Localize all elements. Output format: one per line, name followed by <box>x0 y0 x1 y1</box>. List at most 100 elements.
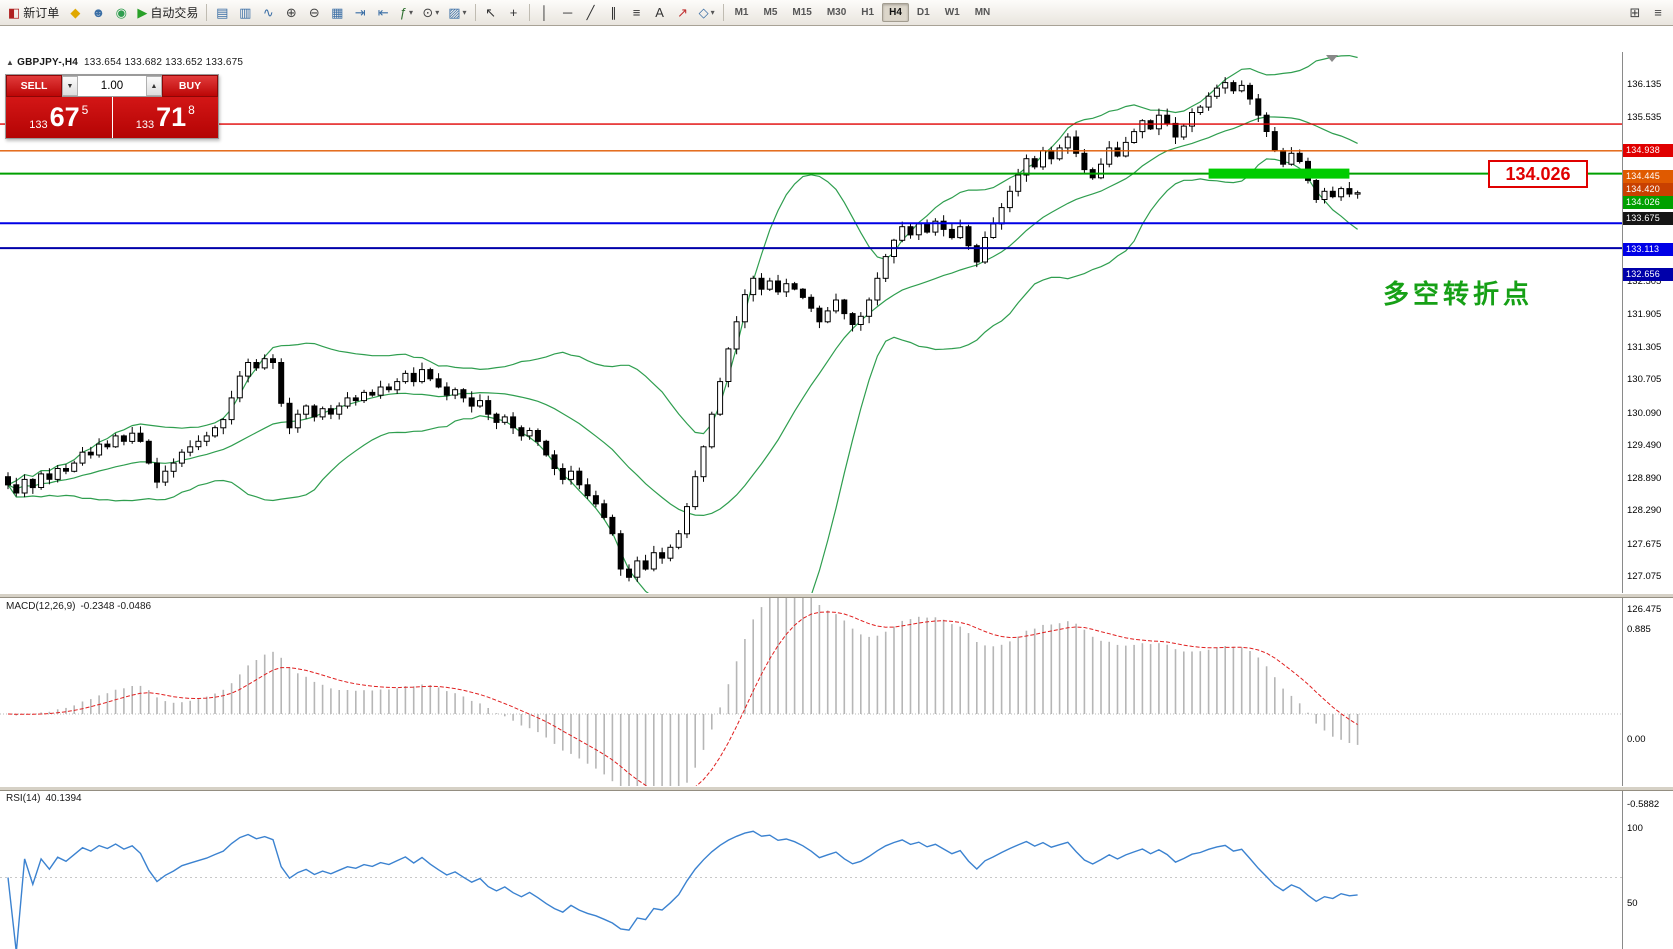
shapes-icon: ◇ <box>698 5 709 20</box>
price-tick: 130.705 <box>1627 374 1662 386</box>
timeframe-w1-button[interactable]: W1 <box>944 7 960 18</box>
vertical-line-icon: │ <box>540 5 549 20</box>
timeframe-m15-button[interactable]: M15 <box>792 7 812 18</box>
candle-chart-button[interactable]: ▥ <box>234 2 256 23</box>
profile-button[interactable]: ☻ <box>87 2 109 23</box>
chevron-down-icon: ▾ <box>710 8 715 17</box>
auto-scroll-button[interactable]: ⇥ <box>349 2 371 23</box>
price-tick: 128.890 <box>1627 472 1662 484</box>
buy-price-display[interactable]: 133 71 8 <box>112 97 218 138</box>
buy-price-frac: 8 <box>188 103 195 117</box>
macd-indicator-canvas[interactable] <box>0 598 1622 786</box>
cursor-button[interactable]: ↖ <box>480 2 502 23</box>
level-lines <box>0 123 1622 250</box>
timeframe-h1-button[interactable]: H1 <box>861 7 875 18</box>
crosshair-button[interactable]: + <box>503 2 525 23</box>
timeframe-m30-button[interactable]: M30 <box>826 7 847 18</box>
price-tick: 132.505 <box>1627 276 1662 288</box>
zoom-in-icon: ⊕ <box>285 5 297 20</box>
timeframe-m5-button[interactable]: M5 <box>763 7 778 18</box>
macd-label: MACD(12,26,9) -0.2348 -0.0486 <box>6 601 152 612</box>
market-watch-button[interactable]: ≡ <box>1647 2 1669 23</box>
text-button[interactable]: A <box>649 2 671 23</box>
volume-input[interactable] <box>78 76 146 96</box>
vertical-line-button[interactable]: │ <box>534 2 556 23</box>
timeframe-d1-button[interactable]: D1 <box>916 7 930 18</box>
price-annotation-box[interactable]: 134.026 <box>1488 160 1588 188</box>
price-tag-134.445: 134.445 <box>1623 170 1673 184</box>
templates-button[interactable]: ▨ ▾ <box>444 2 470 23</box>
periods-button[interactable]: ⊙ ▾ <box>418 2 443 23</box>
alerts-button[interactable]: ◉ <box>110 2 132 23</box>
main-toolbar: ◧ 新订单 ◆ ☻ ◉ ▶ 自动交易 ▤ ▥ ∿ ⊕ ⊖ ▦ ⇥ ⇤ ƒ ▾ ⊙ ▾ ▨ ▾ ↖ + │ ─ ╱ ∥ ≡ A ↗ ◇ ▾ M1 M… <box>0 0 1673 26</box>
auto-scroll-icon: ⇥ <box>354 5 366 20</box>
zoom-in-button[interactable]: ⊕ <box>280 2 302 23</box>
volume-decrease-button[interactable]: ▼ <box>62 76 78 96</box>
tile-windows-button[interactable]: ▦ <box>326 2 348 23</box>
data-window-icon: ⊞ <box>1629 5 1641 20</box>
timeframe-h4-button[interactable]: H4 <box>882 3 909 22</box>
rsi-panel-splitter[interactable] <box>0 786 1673 791</box>
price-tick: 136.135 <box>1627 79 1662 90</box>
sell-price-pips: 67 <box>49 102 80 132</box>
zoom-out-button[interactable]: ⊖ <box>303 2 325 23</box>
price-tag-134.420: 134.420 <box>1623 183 1673 197</box>
sell-button[interactable]: SELL <box>6 75 62 97</box>
price-tag-133.675: 133.675 <box>1623 212 1673 226</box>
price-tick: 127.675 <box>1627 538 1662 550</box>
horizontal-line-button[interactable]: ─ <box>557 2 579 23</box>
channel-icon: ∥ <box>610 5 617 20</box>
fibonacci-button[interactable]: ≡ <box>626 2 648 23</box>
templates-icon: ▨ <box>448 5 461 20</box>
metaeditor-icon: ◆ <box>70 5 81 20</box>
price-tick: 135.535 <box>1627 111 1662 123</box>
chart-shift-icon: ⇤ <box>377 5 389 20</box>
macd-scale-tick: 0.00 <box>1627 734 1646 745</box>
candles <box>5 77 1361 582</box>
autotrading-icon: ▶ <box>137 5 148 20</box>
fibonacci-icon: ≡ <box>632 5 641 20</box>
data-window-button[interactable]: ⊞ <box>1624 2 1646 23</box>
timeframe-mn-button[interactable]: MN <box>974 7 991 18</box>
metaeditor-button[interactable]: ◆ <box>64 2 86 23</box>
rsi-indicator-canvas[interactable] <box>0 790 1622 949</box>
bar-chart-button[interactable]: ▤ <box>211 2 233 23</box>
text-icon: A <box>655 5 664 20</box>
line-chart-button[interactable]: ∿ <box>257 2 279 23</box>
chart-region: 136.135 135.535 132.505 131.905 131.305 130.7… <box>0 26 1673 949</box>
autotrading-button[interactable]: ▶ 自动交易 <box>133 2 202 23</box>
panel-collapse-icon[interactable]: ▲ <box>6 58 15 67</box>
timeframe-m1-button[interactable]: M1 <box>734 7 749 18</box>
rsi-scale-tick: 50 <box>1627 897 1638 909</box>
new-order-button[interactable]: ◧ 新订单 <box>4 2 63 23</box>
symbol-name: GBPJPY-,H4 <box>17 57 79 68</box>
trendline-button[interactable]: ╱ <box>580 2 602 23</box>
ohlc-values: 133.654 133.682 133.652 133.675 <box>84 57 244 68</box>
chevron-down-icon: ▾ <box>435 8 440 17</box>
price-chart-canvas[interactable] <box>0 52 1622 593</box>
horizontal-line-icon: ─ <box>562 5 573 20</box>
buy-button[interactable]: BUY <box>162 75 218 97</box>
price-tick: 131.905 <box>1627 308 1662 320</box>
channel-button[interactable]: ∥ <box>603 2 625 23</box>
chevron-down-icon: ▾ <box>462 8 467 17</box>
crosshair-icon: + <box>509 5 518 20</box>
volume-increase-button[interactable]: ▲ <box>146 76 162 96</box>
sell-price-display[interactable]: 133 67 5 <box>6 97 112 138</box>
chart-shift-button[interactable]: ⇤ <box>372 2 394 23</box>
shapes-button[interactable]: ◇ ▾ <box>695 2 719 23</box>
cursor-icon: ↖ <box>485 5 497 20</box>
price-tick: 127.075 <box>1627 571 1662 583</box>
macd-scale-tick: -0.5882 <box>1627 799 1660 810</box>
arrow-object-button[interactable]: ↗ <box>672 2 694 23</box>
periods-icon: ⊙ <box>422 5 434 20</box>
toolbar-separator <box>722 4 724 21</box>
macd-panel-splitter[interactable] <box>0 593 1673 598</box>
price-tag-133.113: 133.113 <box>1623 242 1673 256</box>
chart-note-text[interactable]: 多空转折点 <box>1383 279 1534 309</box>
price-tick: 126.475 <box>1627 604 1662 615</box>
buy-price-base: 133 <box>135 119 155 131</box>
indicators-button[interactable]: ƒ ▾ <box>395 2 417 23</box>
rsi-label: RSI(14) 40.1394 <box>6 793 82 804</box>
chart-ohlc-info: ▲ GBPJPY-,H4 133.654 133.682 133.652 133.6… <box>6 57 243 68</box>
